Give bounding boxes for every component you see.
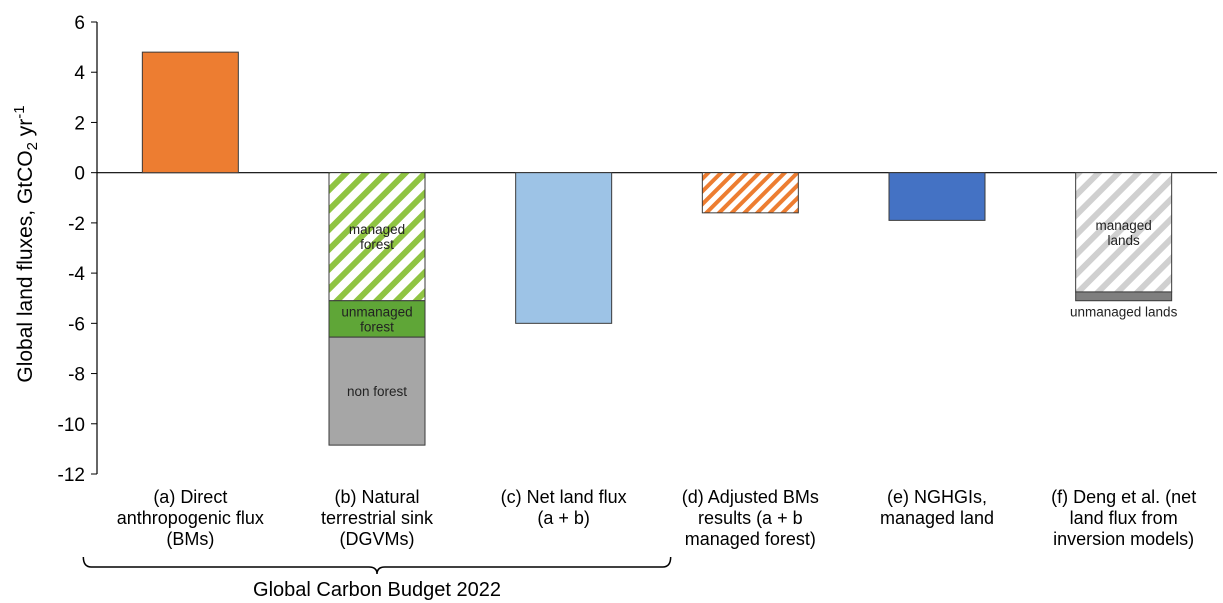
bar-segment bbox=[515, 172, 613, 324]
category-label: (e) NGHGIs, bbox=[887, 487, 987, 507]
category-label: (a + b) bbox=[537, 508, 590, 528]
category-label: results (a + b bbox=[698, 508, 803, 528]
category-label: terrestrial sink bbox=[321, 508, 434, 528]
category-label: managed land bbox=[880, 508, 994, 528]
y-tick-label: 0 bbox=[74, 164, 85, 185]
segment-label: lands bbox=[1108, 233, 1141, 248]
category-label: anthropogenic flux bbox=[117, 508, 264, 528]
y-tick-label: 2 bbox=[74, 113, 85, 134]
bar-segment bbox=[888, 172, 986, 221]
category-label: managed forest) bbox=[685, 529, 816, 549]
y-tick-label: -2 bbox=[68, 214, 85, 235]
bar-segment bbox=[701, 172, 799, 214]
bar-segment bbox=[141, 51, 239, 174]
bar-segment bbox=[1075, 172, 1173, 293]
bracket-label: Global Carbon Budget 2022 bbox=[253, 579, 501, 601]
category-label: inversion models) bbox=[1053, 529, 1194, 549]
y-tick-label: 4 bbox=[74, 63, 85, 84]
category-label: (f) Deng et al. (net bbox=[1051, 487, 1196, 507]
y-axis-ticks: 6 4 2 0 -2 -4 -6 -8 -10 -12 bbox=[58, 13, 97, 486]
bracket-line bbox=[82, 556, 672, 575]
bars bbox=[141, 51, 1173, 446]
y-tick-label: -10 bbox=[58, 415, 85, 436]
y-tick-label: -6 bbox=[68, 314, 85, 335]
segment-label: managed bbox=[349, 222, 405, 237]
category-label: (DGVMs) bbox=[340, 529, 415, 549]
segment-label: forest bbox=[360, 319, 394, 334]
segment-label: unmanaged bbox=[341, 304, 412, 319]
segment-label: non forest bbox=[347, 384, 407, 399]
axes bbox=[96, 22, 1217, 474]
bar-segment bbox=[1075, 291, 1173, 302]
category-label: (a) Direct bbox=[153, 487, 227, 507]
bar-segment bbox=[328, 300, 426, 338]
y-tick-label: -4 bbox=[68, 264, 85, 285]
category-label: (b) Natural bbox=[334, 487, 419, 507]
bar-segment bbox=[328, 336, 426, 446]
y-tick-label: 6 bbox=[74, 13, 85, 34]
category-label: land flux from bbox=[1070, 508, 1178, 528]
bracket: Global Carbon Budget 2022 bbox=[82, 556, 672, 601]
segment-label: unmanaged lands bbox=[1070, 305, 1178, 320]
y-tick-label: -8 bbox=[68, 365, 85, 386]
category-label: (c) Net land flux bbox=[501, 487, 627, 507]
segment-label: managed bbox=[1096, 218, 1152, 233]
category-label: (d) Adjusted BMs bbox=[682, 487, 819, 507]
bar-segment bbox=[328, 172, 426, 302]
category-label: (BMs) bbox=[166, 529, 214, 549]
y-axis-label: Global land fluxes, GtCO2 yr-1 bbox=[11, 105, 41, 382]
segment-label: forest bbox=[360, 237, 394, 252]
y-tick-label: -12 bbox=[58, 465, 85, 486]
y-axis-title: Global land fluxes, GtCO2 yr-1 bbox=[11, 105, 41, 382]
